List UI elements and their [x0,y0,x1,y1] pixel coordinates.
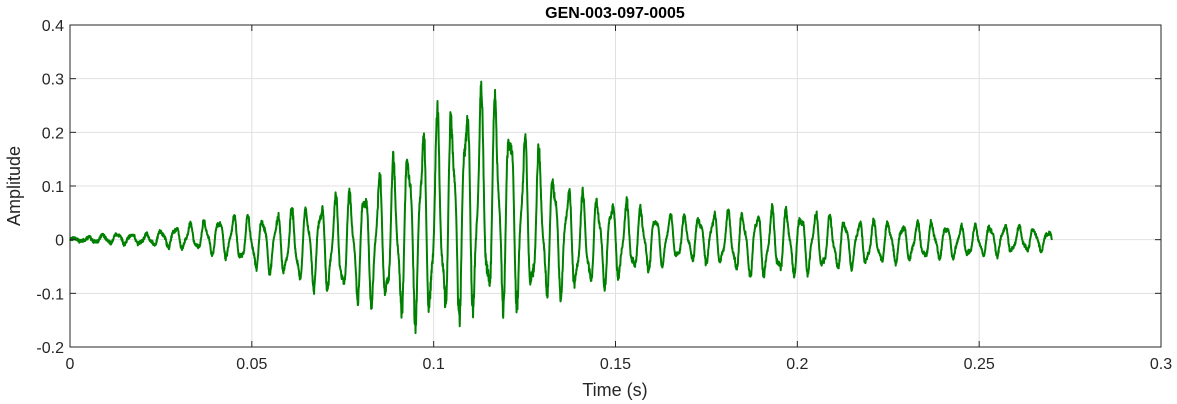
x-tick-label: 0 [66,356,75,373]
x-tick-label: 0.25 [964,356,995,373]
x-axis-label: Time (s) [582,380,647,400]
x-tick-label: 0.1 [423,356,445,373]
chart-title: GEN-003-097-0005 [545,5,685,22]
y-tick-label: 0.1 [42,179,64,196]
x-ticks: 0 0.05 0.1 0.15 0.2 0.25 0.3 [66,25,1172,373]
y-tick-label: 0.4 [42,18,64,35]
y-tick-label: 0.3 [42,72,64,89]
x-tick-label: 0.05 [236,356,267,373]
y-ticks: -0.2 -0.1 0 0.1 0.2 0.3 0.4 [36,18,1161,357]
y-axis-label: Amplitude [4,146,24,226]
y-tick-label: 0 [55,233,64,250]
signal-trace [69,80,1053,335]
y-tick-label: -0.1 [36,286,64,303]
x-tick-label: 0.15 [600,356,631,373]
x-tick-label: 0.3 [1150,356,1172,373]
y-tick-label: 0.2 [42,125,64,142]
signal-line [69,80,1053,335]
x-tick-label: 0.2 [786,356,808,373]
y-tick-label: -0.2 [36,340,64,357]
